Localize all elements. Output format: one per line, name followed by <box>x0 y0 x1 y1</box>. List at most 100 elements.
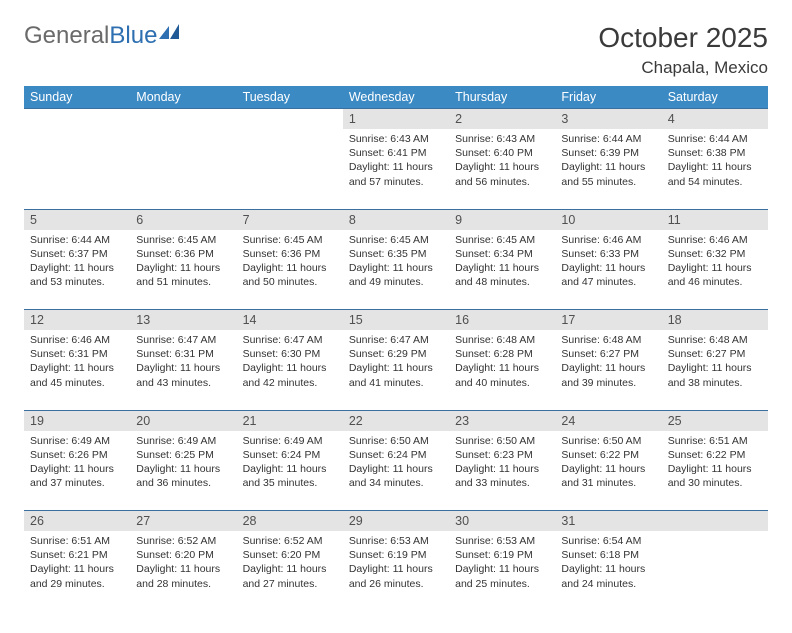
day-number: 18 <box>662 310 768 330</box>
day-cell-number <box>130 109 236 130</box>
day-cell-number: 18 <box>662 310 768 331</box>
day-number: 4 <box>662 109 768 129</box>
day-cell-number: 5 <box>24 209 130 230</box>
logo-text: GeneralBlue <box>24 22 157 50</box>
day-cell-number: 13 <box>130 310 236 331</box>
day-cell-body: Sunrise: 6:44 AMSunset: 6:37 PMDaylight:… <box>24 230 130 310</box>
day-cell-body <box>237 129 343 209</box>
day-cell-body: Sunrise: 6:46 AMSunset: 6:31 PMDaylight:… <box>24 330 130 410</box>
day-cell-number: 31 <box>555 511 661 532</box>
day-number: 21 <box>237 411 343 431</box>
day-number: 20 <box>130 411 236 431</box>
day-cell-number: 2 <box>449 109 555 130</box>
day-cell-body <box>24 129 130 209</box>
day-cell-number: 4 <box>662 109 768 130</box>
day-cell-number: 21 <box>237 410 343 431</box>
day-details: Sunrise: 6:46 AMSunset: 6:33 PMDaylight:… <box>555 230 661 296</box>
day-number: 31 <box>555 511 661 531</box>
day-cell-number: 7 <box>237 209 343 230</box>
day-number-empty <box>662 511 768 531</box>
day-cell-body: Sunrise: 6:52 AMSunset: 6:20 PMDaylight:… <box>130 531 236 611</box>
day-cell-body: Sunrise: 6:50 AMSunset: 6:24 PMDaylight:… <box>343 431 449 511</box>
day-cell-number: 25 <box>662 410 768 431</box>
day-cell-number: 29 <box>343 511 449 532</box>
day-details: Sunrise: 6:45 AMSunset: 6:36 PMDaylight:… <box>130 230 236 296</box>
day-number: 13 <box>130 310 236 330</box>
day-details: Sunrise: 6:50 AMSunset: 6:22 PMDaylight:… <box>555 431 661 497</box>
week-daynum-row: 12131415161718 <box>24 310 768 331</box>
day-cell-body: Sunrise: 6:54 AMSunset: 6:18 PMDaylight:… <box>555 531 661 611</box>
day-number: 30 <box>449 511 555 531</box>
day-cell-body: Sunrise: 6:47 AMSunset: 6:29 PMDaylight:… <box>343 330 449 410</box>
day-details: Sunrise: 6:45 AMSunset: 6:36 PMDaylight:… <box>237 230 343 296</box>
day-details: Sunrise: 6:46 AMSunset: 6:32 PMDaylight:… <box>662 230 768 296</box>
day-cell-number: 6 <box>130 209 236 230</box>
day-cell-body: Sunrise: 6:53 AMSunset: 6:19 PMDaylight:… <box>449 531 555 611</box>
day-details: Sunrise: 6:43 AMSunset: 6:40 PMDaylight:… <box>449 129 555 195</box>
day-number: 8 <box>343 210 449 230</box>
day-details: Sunrise: 6:50 AMSunset: 6:23 PMDaylight:… <box>449 431 555 497</box>
day-header: Sunday <box>24 86 130 109</box>
day-details: Sunrise: 6:48 AMSunset: 6:28 PMDaylight:… <box>449 330 555 396</box>
day-header-row: Sunday Monday Tuesday Wednesday Thursday… <box>24 86 768 109</box>
day-cell-body: Sunrise: 6:45 AMSunset: 6:36 PMDaylight:… <box>237 230 343 310</box>
day-details: Sunrise: 6:53 AMSunset: 6:19 PMDaylight:… <box>449 531 555 597</box>
day-number: 5 <box>24 210 130 230</box>
day-cell-number: 8 <box>343 209 449 230</box>
day-cell-number: 23 <box>449 410 555 431</box>
day-number: 27 <box>130 511 236 531</box>
day-cell-body: Sunrise: 6:49 AMSunset: 6:26 PMDaylight:… <box>24 431 130 511</box>
day-header: Saturday <box>662 86 768 109</box>
day-cell-number <box>24 109 130 130</box>
day-number: 9 <box>449 210 555 230</box>
day-number: 25 <box>662 411 768 431</box>
day-cell-body: Sunrise: 6:47 AMSunset: 6:31 PMDaylight:… <box>130 330 236 410</box>
day-details: Sunrise: 6:44 AMSunset: 6:38 PMDaylight:… <box>662 129 768 195</box>
day-cell-number <box>662 511 768 532</box>
day-details: Sunrise: 6:45 AMSunset: 6:35 PMDaylight:… <box>343 230 449 296</box>
day-cell-body: Sunrise: 6:46 AMSunset: 6:33 PMDaylight:… <box>555 230 661 310</box>
week-body-row: Sunrise: 6:51 AMSunset: 6:21 PMDaylight:… <box>24 531 768 611</box>
day-details: Sunrise: 6:49 AMSunset: 6:25 PMDaylight:… <box>130 431 236 497</box>
day-cell-number: 3 <box>555 109 661 130</box>
day-number: 19 <box>24 411 130 431</box>
day-details: Sunrise: 6:44 AMSunset: 6:37 PMDaylight:… <box>24 230 130 296</box>
logo-part1: General <box>24 22 109 49</box>
day-cell-body: Sunrise: 6:48 AMSunset: 6:27 PMDaylight:… <box>555 330 661 410</box>
day-details: Sunrise: 6:44 AMSunset: 6:39 PMDaylight:… <box>555 129 661 195</box>
day-cell-number: 9 <box>449 209 555 230</box>
day-cell-number: 15 <box>343 310 449 331</box>
week-body-row: Sunrise: 6:49 AMSunset: 6:26 PMDaylight:… <box>24 431 768 511</box>
day-details: Sunrise: 6:49 AMSunset: 6:26 PMDaylight:… <box>24 431 130 497</box>
week-daynum-row: 567891011 <box>24 209 768 230</box>
day-cell-body: Sunrise: 6:48 AMSunset: 6:27 PMDaylight:… <box>662 330 768 410</box>
day-details: Sunrise: 6:49 AMSunset: 6:24 PMDaylight:… <box>237 431 343 497</box>
day-details: Sunrise: 6:51 AMSunset: 6:21 PMDaylight:… <box>24 531 130 597</box>
week-daynum-row: 262728293031 <box>24 511 768 532</box>
day-number: 1 <box>343 109 449 129</box>
day-header: Tuesday <box>237 86 343 109</box>
day-cell-number: 12 <box>24 310 130 331</box>
calendar-table: Sunday Monday Tuesday Wednesday Thursday… <box>24 86 768 611</box>
day-cell-number: 11 <box>662 209 768 230</box>
day-cell-body <box>130 129 236 209</box>
day-cell-number: 28 <box>237 511 343 532</box>
day-cell-number: 14 <box>237 310 343 331</box>
day-cell-body: Sunrise: 6:44 AMSunset: 6:38 PMDaylight:… <box>662 129 768 209</box>
week-daynum-row: 1234 <box>24 109 768 130</box>
day-cell-body: Sunrise: 6:50 AMSunset: 6:22 PMDaylight:… <box>555 431 661 511</box>
day-cell-body: Sunrise: 6:49 AMSunset: 6:25 PMDaylight:… <box>130 431 236 511</box>
day-details: Sunrise: 6:47 AMSunset: 6:29 PMDaylight:… <box>343 330 449 396</box>
day-details: Sunrise: 6:48 AMSunset: 6:27 PMDaylight:… <box>555 330 661 396</box>
day-cell-body: Sunrise: 6:50 AMSunset: 6:23 PMDaylight:… <box>449 431 555 511</box>
day-details: Sunrise: 6:53 AMSunset: 6:19 PMDaylight:… <box>343 531 449 597</box>
day-cell-number: 20 <box>130 410 236 431</box>
day-number: 14 <box>237 310 343 330</box>
day-details: Sunrise: 6:52 AMSunset: 6:20 PMDaylight:… <box>130 531 236 597</box>
day-cell-number: 27 <box>130 511 236 532</box>
day-cell-body: Sunrise: 6:45 AMSunset: 6:36 PMDaylight:… <box>130 230 236 310</box>
location: Chapala, Mexico <box>598 58 768 78</box>
day-cell-body: Sunrise: 6:51 AMSunset: 6:22 PMDaylight:… <box>662 431 768 511</box>
day-details: Sunrise: 6:52 AMSunset: 6:20 PMDaylight:… <box>237 531 343 597</box>
day-number: 24 <box>555 411 661 431</box>
